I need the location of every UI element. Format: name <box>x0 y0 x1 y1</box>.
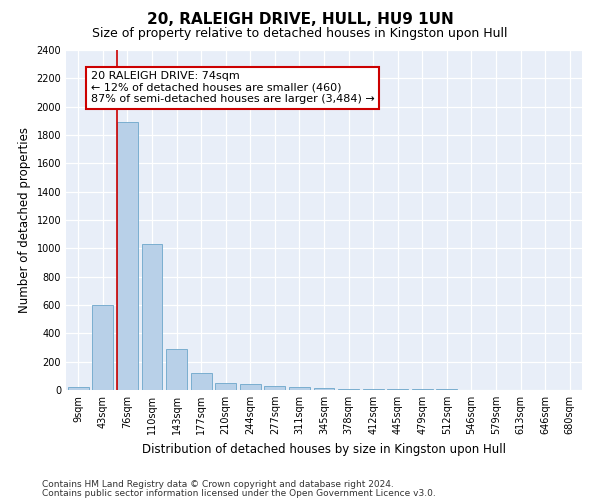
Bar <box>191 373 212 390</box>
Bar <box>314 388 334 390</box>
Bar <box>265 386 286 390</box>
Y-axis label: Number of detached properties: Number of detached properties <box>18 127 31 313</box>
Text: Size of property relative to detached houses in Kingston upon Hull: Size of property relative to detached ho… <box>92 28 508 40</box>
Bar <box>142 244 163 390</box>
Text: Contains public sector information licensed under the Open Government Licence v3: Contains public sector information licen… <box>42 488 436 498</box>
Bar <box>289 387 310 390</box>
Text: 20 RALEIGH DRIVE: 74sqm
← 12% of detached houses are smaller (460)
87% of semi-d: 20 RALEIGH DRIVE: 74sqm ← 12% of detache… <box>91 71 374 104</box>
Bar <box>338 388 359 390</box>
Bar <box>117 122 138 390</box>
Bar <box>215 383 236 390</box>
Bar <box>362 388 383 390</box>
Bar <box>166 349 187 390</box>
Bar <box>68 387 89 390</box>
Bar <box>387 389 408 390</box>
Text: Contains HM Land Registry data © Crown copyright and database right 2024.: Contains HM Land Registry data © Crown c… <box>42 480 394 489</box>
Bar <box>240 384 261 390</box>
Bar <box>92 305 113 390</box>
X-axis label: Distribution of detached houses by size in Kingston upon Hull: Distribution of detached houses by size … <box>142 442 506 456</box>
Text: 20, RALEIGH DRIVE, HULL, HU9 1UN: 20, RALEIGH DRIVE, HULL, HU9 1UN <box>146 12 454 28</box>
